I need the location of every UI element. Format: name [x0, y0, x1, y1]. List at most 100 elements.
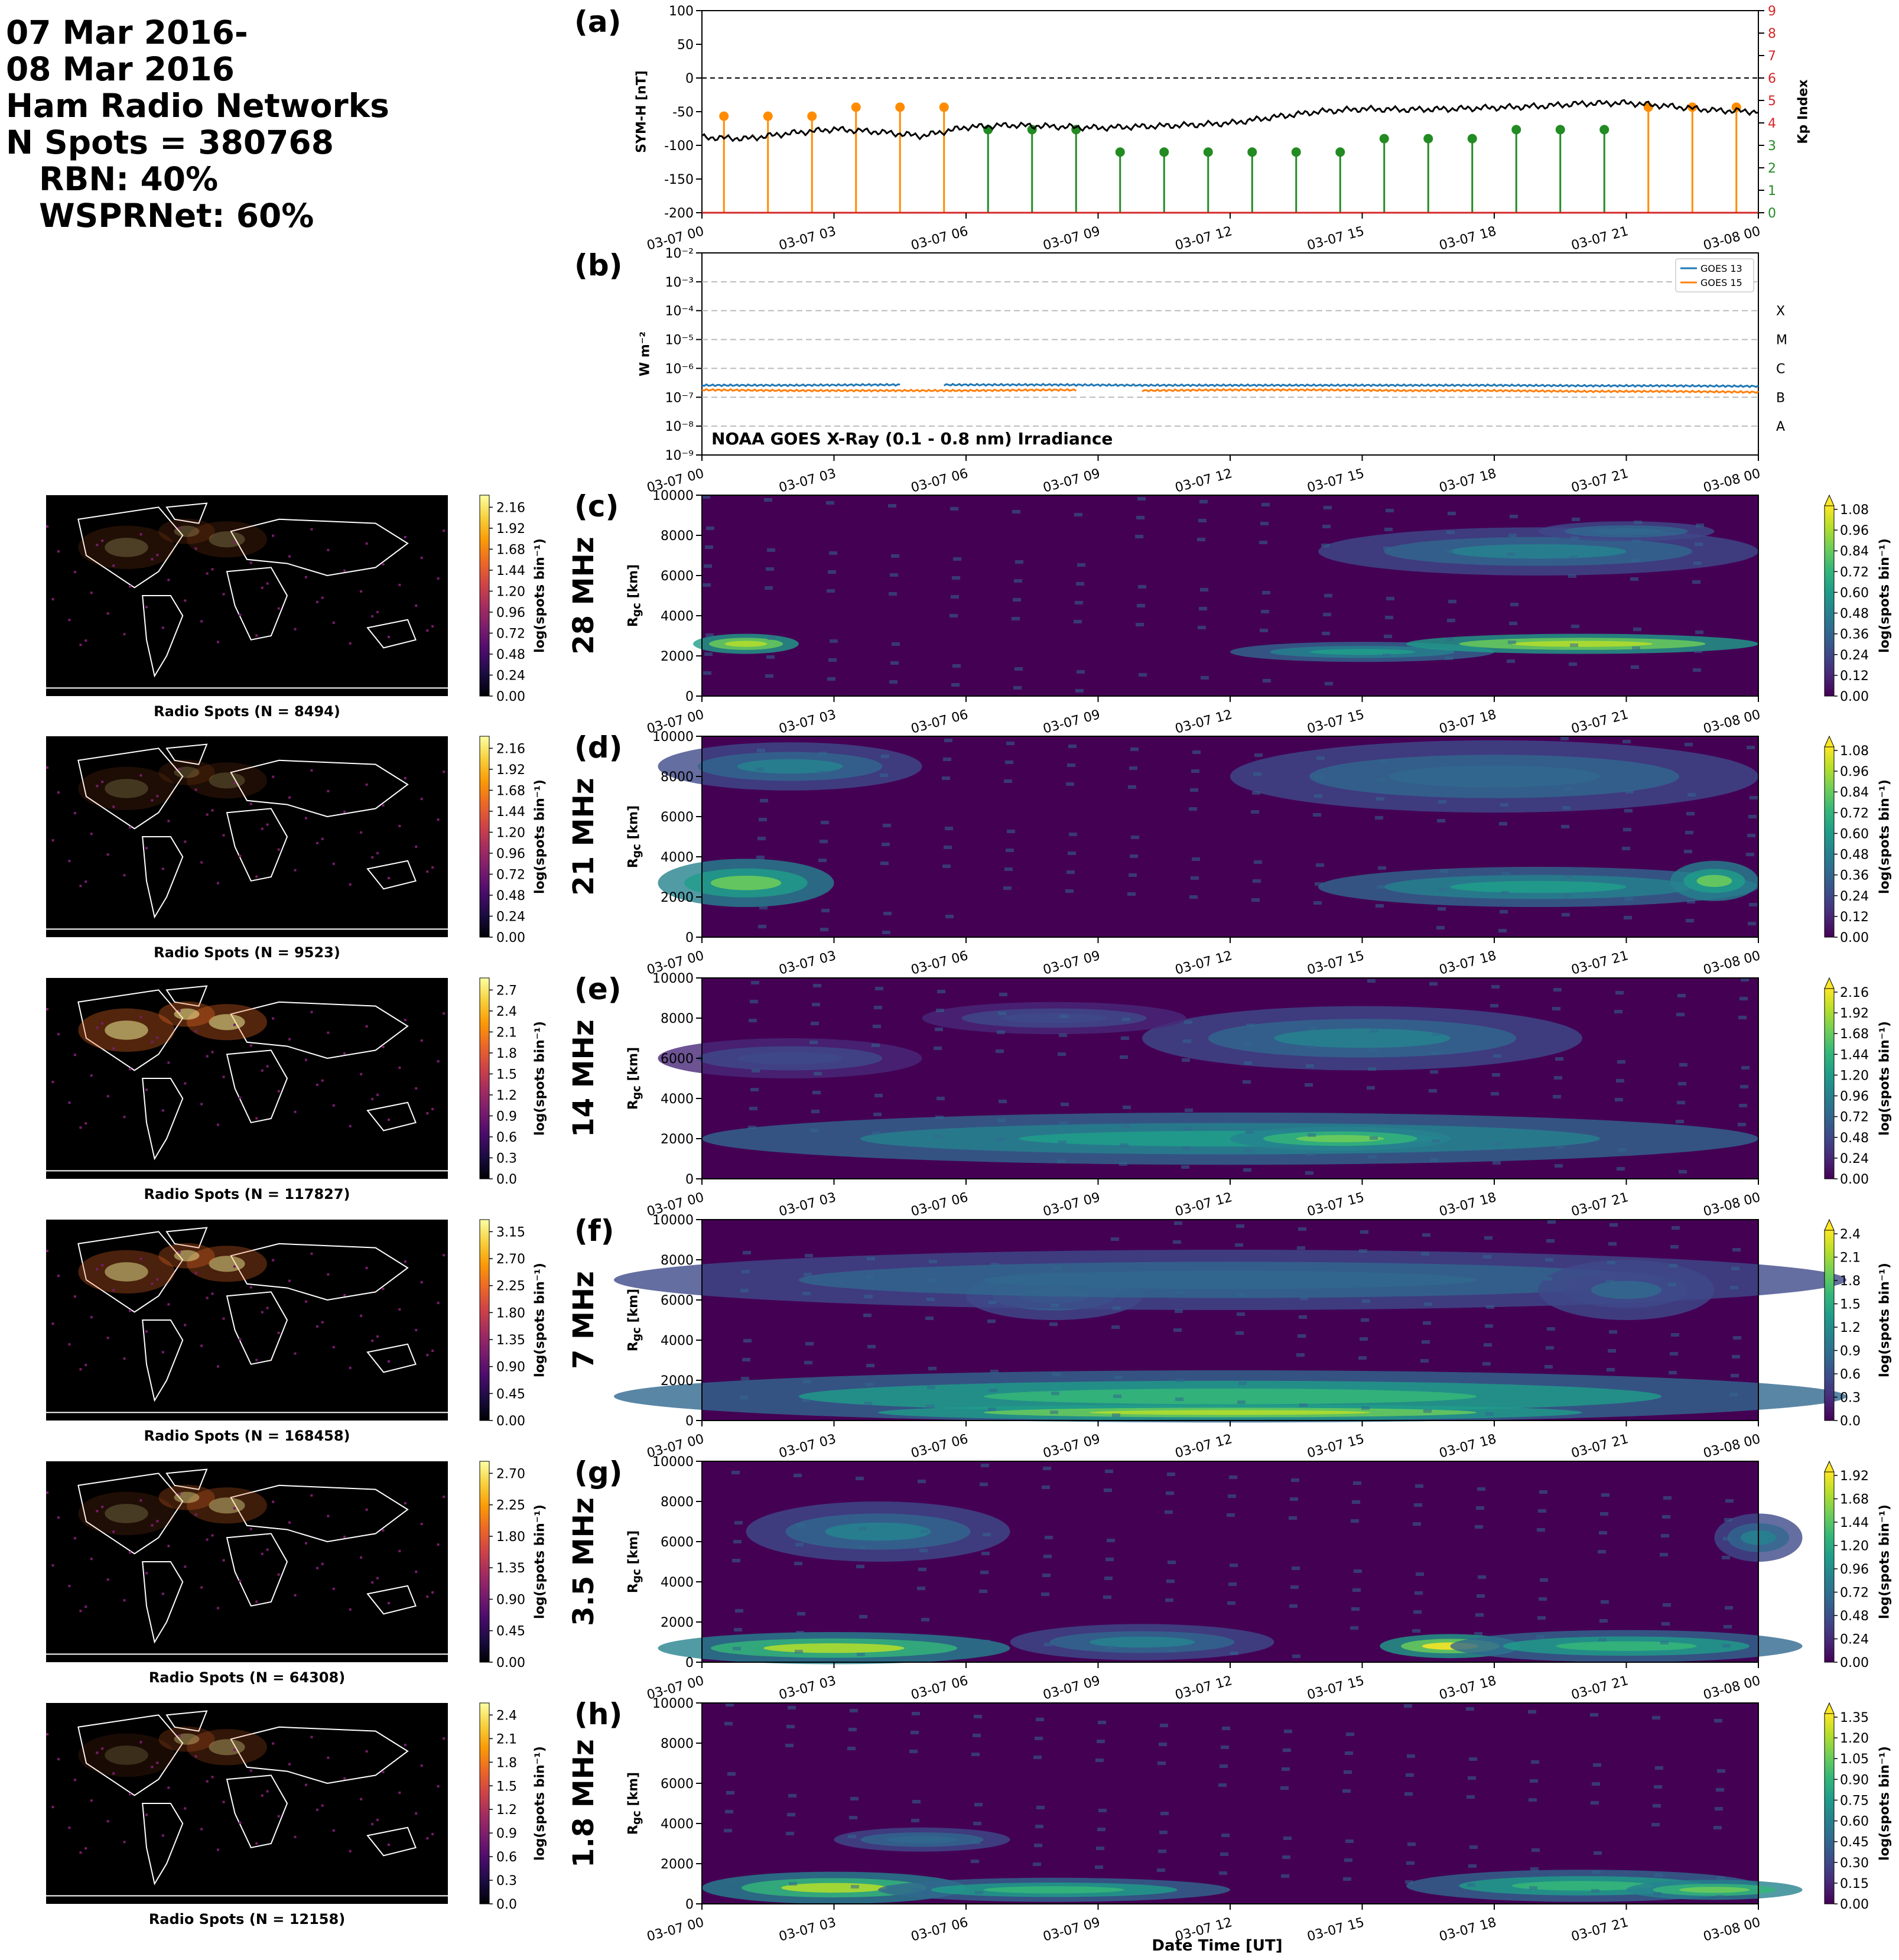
- spot-pixel: [304, 1300, 307, 1303]
- spot-pixel: [288, 555, 291, 558]
- heatmap-cell: [988, 1301, 997, 1304]
- spot-pixel: [101, 781, 104, 784]
- heatmap-cell: [1227, 1601, 1235, 1605]
- spot-pixel: [261, 586, 264, 589]
- spot-pixel: [382, 1529, 385, 1532]
- heatmap-cell: [989, 1389, 997, 1392]
- map-background: [46, 1461, 448, 1662]
- spot-pixel: [371, 1581, 374, 1584]
- spot-pixel: [272, 1500, 275, 1503]
- spot-pixel: [376, 1093, 379, 1096]
- heatmap-cell: [951, 683, 960, 687]
- y-tick-label: 0: [685, 1656, 694, 1670]
- spot-pixel: [388, 1844, 390, 1846]
- map-cb-tick-label: 0.9: [496, 1109, 517, 1124]
- map-title: Radio Spots (N = 9523): [154, 944, 340, 961]
- spot-pixel: [151, 1524, 154, 1527]
- y-tick-label: 8000: [661, 1012, 694, 1026]
- x-tick-label: 03-08 00: [1702, 1915, 1762, 1945]
- map-cb-tick-label: 1.2: [496, 1803, 517, 1818]
- map-cb-label: log(spots bin⁻¹): [532, 1263, 548, 1377]
- heatmap-cell: [953, 557, 961, 561]
- map-cb-tick-label: 1.8: [496, 1756, 517, 1770]
- heatmap-cell: [926, 1298, 935, 1301]
- x-tick-label: 03-07 03: [778, 466, 838, 496]
- heatmap-cell: [1389, 765, 1600, 788]
- heatmap-cell: [1469, 1845, 1478, 1849]
- y-tick-label: 10⁻⁶: [665, 362, 694, 376]
- spot-density: [158, 518, 215, 544]
- heatmap-cell: [1185, 1109, 1193, 1112]
- heatmap-cell: [1183, 1039, 1191, 1043]
- spot-pixel: [68, 1585, 71, 1588]
- map-cb-tick-label: 2.25: [496, 1499, 525, 1513]
- map-cb-tick-label: 2.7: [496, 983, 517, 998]
- heatmap-cell: [867, 1345, 876, 1348]
- spot-density: [187, 1246, 267, 1282]
- spot-pixel: [139, 1257, 142, 1260]
- spot-pixel: [365, 1508, 368, 1511]
- spot-pixel: [415, 845, 418, 848]
- heatmap-cell: [1004, 779, 1012, 783]
- spot-pixel: [277, 1090, 280, 1093]
- heatmap-cell: [1684, 850, 1692, 853]
- heatmap-cell: [704, 564, 712, 568]
- heatmap-cell: [825, 1522, 931, 1541]
- heatmap-cell: [1198, 626, 1206, 629]
- heatmap-cell: [1222, 1727, 1230, 1730]
- spot-pixel: [57, 1516, 60, 1519]
- heatmap-cell: [1670, 1245, 1679, 1249]
- rgc-subscript: gc: [630, 1811, 643, 1825]
- spot-pixel: [112, 1772, 115, 1775]
- goes-axis-label: W m⁻²: [638, 331, 653, 377]
- spot-pixel: [321, 1321, 324, 1324]
- heatmap-cell: [1623, 828, 1631, 831]
- cb-tick-label: 0.00: [1840, 1656, 1869, 1670]
- heatmap-cell: [1622, 847, 1630, 850]
- spot-pixel: [129, 585, 132, 588]
- map-cb-tick-label: 1.5: [496, 1067, 517, 1082]
- flare-class-label: B: [1776, 391, 1785, 405]
- spot-pixel: [272, 1742, 275, 1745]
- heatmap-cell: [1359, 1249, 1367, 1253]
- heatmap-cell: [1197, 538, 1205, 541]
- y-tick-label: 4000: [661, 1334, 694, 1348]
- heatmap-cell: [818, 859, 827, 862]
- heatmap-cell: [1423, 1409, 1432, 1413]
- coastline: [165, 1227, 208, 1249]
- heatmap-cell: [1677, 1101, 1685, 1104]
- spot-pixel: [360, 1798, 363, 1800]
- spot-pixel: [431, 1832, 434, 1835]
- heatmap-cell: [857, 1546, 866, 1549]
- x-tick-label: 03-07 06: [909, 1673, 970, 1703]
- heatmap-cell: [1653, 1804, 1661, 1808]
- spot-pixel: [90, 1316, 93, 1319]
- spot-pixel: [332, 1829, 335, 1832]
- x-tick-label: 03-07 21: [1570, 1190, 1630, 1220]
- spot-pixel: [51, 839, 54, 842]
- cb-label: log(spots bin⁻¹): [1877, 1504, 1893, 1619]
- spot-pixel: [376, 1577, 379, 1579]
- heatmap-cell: [911, 1731, 919, 1734]
- spot-pixel: [420, 1764, 423, 1767]
- map-cb-tick-label: 0.45: [496, 1387, 525, 1402]
- spot-density-core: [174, 525, 200, 537]
- heatmap-cell: [1445, 550, 1453, 553]
- heatmap-cell: [1448, 512, 1456, 515]
- spot-pixel: [294, 869, 297, 872]
- spot-pixel: [217, 641, 219, 643]
- heatmap-cell: [1190, 788, 1198, 792]
- heatmap-cell: [1625, 897, 1633, 901]
- spot-pixel: [443, 529, 446, 532]
- heatmap-cell: [1219, 1871, 1227, 1875]
- x-tick-label: 03-07 09: [1042, 1673, 1102, 1703]
- x-tick-label: 03-08 00: [1702, 466, 1762, 496]
- spot-density-core: [174, 1250, 200, 1262]
- heatmap-cell: [1322, 632, 1330, 635]
- heatmap-cell: [1677, 994, 1686, 997]
- heatmap-cell: [979, 1590, 987, 1593]
- heatmap-cell: [1446, 638, 1454, 641]
- map-cb-tick-label: 1.44: [496, 805, 525, 820]
- y-tick-label: 6000: [661, 1777, 694, 1792]
- map-cb-tick-label: 0.96: [496, 606, 525, 620]
